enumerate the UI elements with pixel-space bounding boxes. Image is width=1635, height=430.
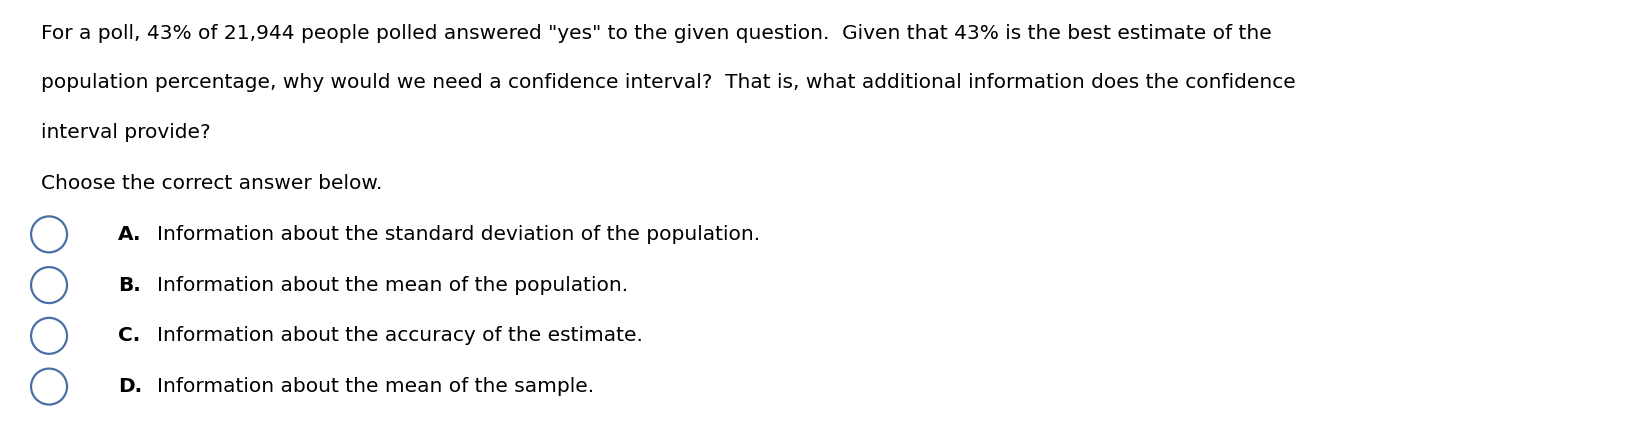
Text: Information about the mean of the population.: Information about the mean of the popula… <box>157 276 628 295</box>
Text: Information about the mean of the sample.: Information about the mean of the sample… <box>157 377 594 396</box>
Text: For a poll, 43% of 21,944 people polled answered "yes" to the given question.  G: For a poll, 43% of 21,944 people polled … <box>41 24 1272 43</box>
Text: Information about the standard deviation of the population.: Information about the standard deviation… <box>157 225 760 244</box>
Text: C.: C. <box>118 326 141 345</box>
Text: population percentage, why would we need a confidence interval?  That is, what a: population percentage, why would we need… <box>41 73 1295 92</box>
Text: D.: D. <box>118 377 142 396</box>
Text: interval provide?: interval provide? <box>41 123 211 141</box>
Text: B.: B. <box>118 276 141 295</box>
Text: A.: A. <box>118 225 141 244</box>
Text: Choose the correct answer below.: Choose the correct answer below. <box>41 174 383 193</box>
Text: Information about the accuracy of the estimate.: Information about the accuracy of the es… <box>157 326 643 345</box>
